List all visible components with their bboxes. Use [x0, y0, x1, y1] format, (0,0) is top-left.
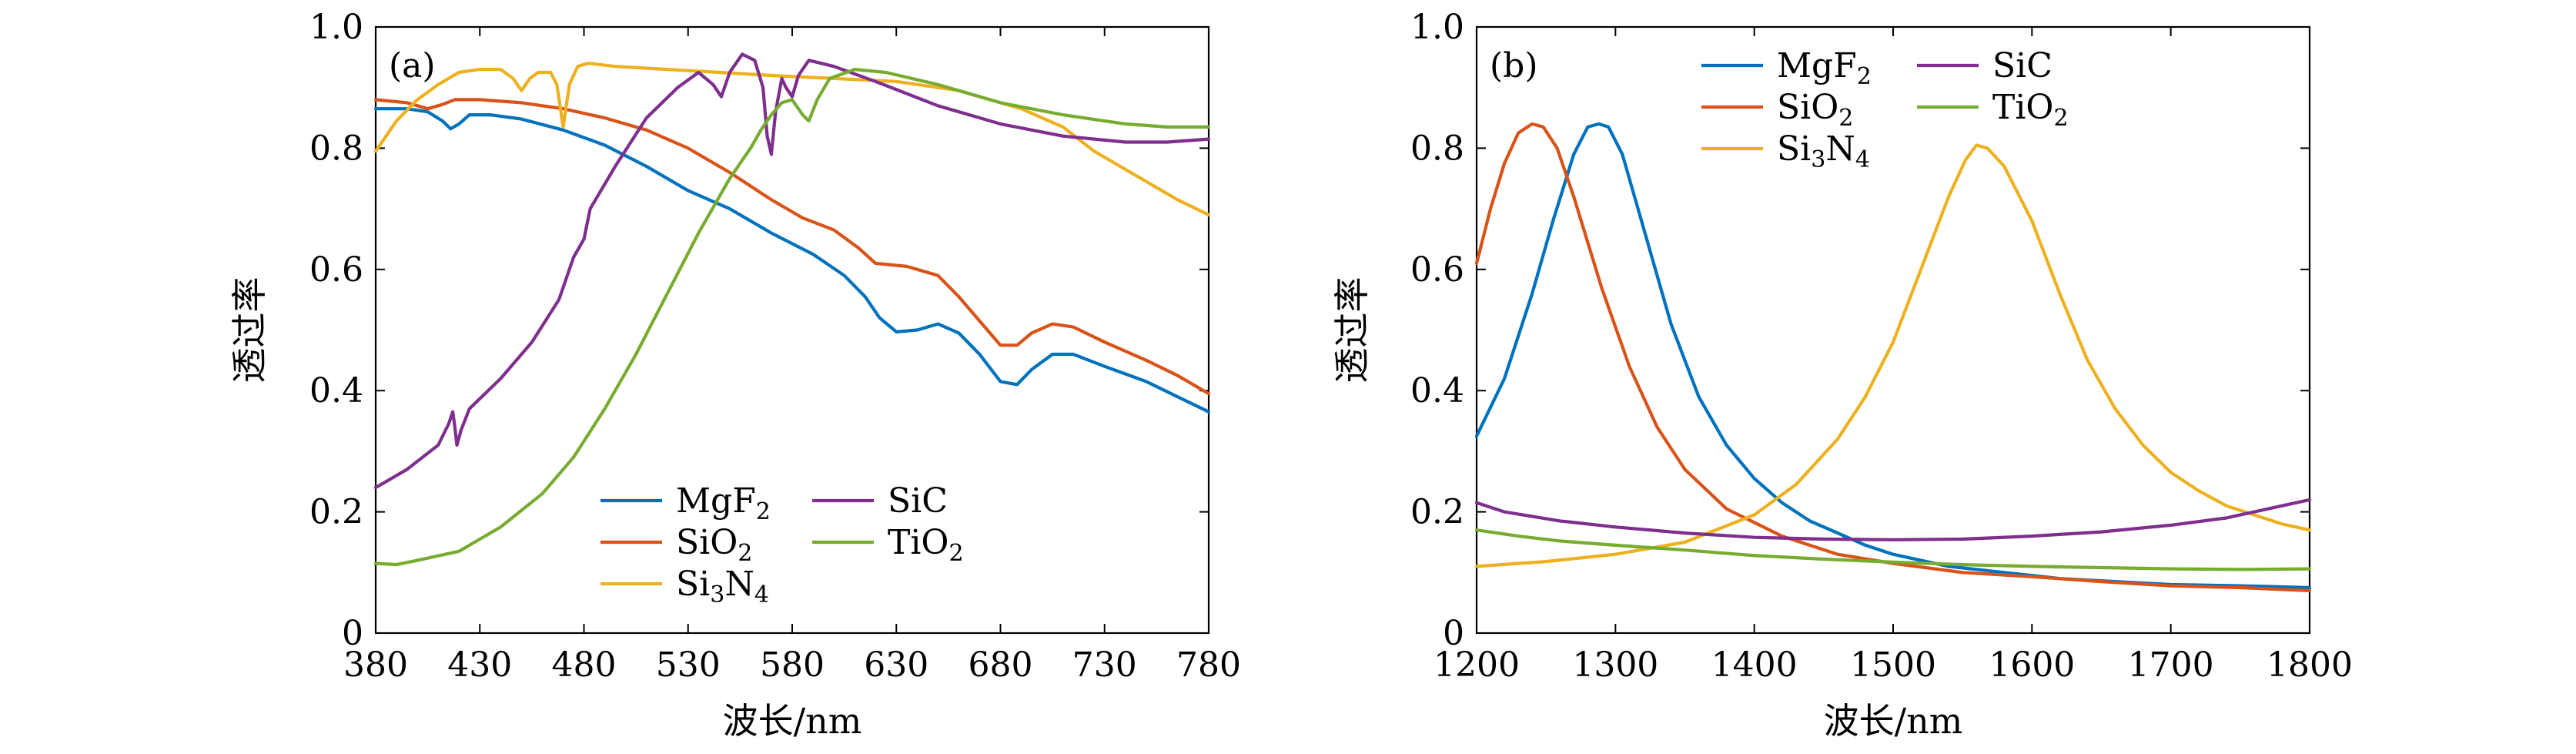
legend: MgF2 SiC SiO2 TiO2 Si3N4	[1701, 46, 2069, 173]
panel-label: (a)	[389, 46, 436, 85]
series-line-si3n4	[373, 62, 1211, 217]
x-tick-label: 530	[656, 645, 721, 685]
x-tick-label: 630	[864, 645, 928, 685]
legend-label-tio2: TiO2	[888, 523, 964, 567]
x-tick-label: 680	[969, 645, 1033, 685]
series-line-tio2	[373, 68, 1211, 567]
x-tick-label: 1200	[1434, 645, 1520, 685]
panel-label: (b)	[1490, 46, 1538, 85]
y-axis-title: 透过率	[229, 277, 270, 384]
x-tick-label: 1800	[2267, 645, 2353, 685]
y-tick-label: 0.8	[309, 129, 363, 168]
x-tick-label: 1300	[1572, 645, 1658, 685]
y-tick-label: 0.2	[309, 493, 363, 532]
legend-label-sio2: SiO2	[1777, 88, 1853, 132]
y-tick-label: 0.6	[309, 250, 363, 290]
legend-label-mgf2: MgF2	[1777, 46, 1872, 90]
x-axis-title: 波长/nm	[1824, 700, 1963, 742]
chart-panel-1: 1200 1300 1400 1500 1600 1700 1800 0 0.2 0.4 0.6 0.…	[1331, 8, 2353, 742]
y-tick-label: 0	[1443, 614, 1464, 653]
x-tick-label: 1700	[2128, 645, 2214, 685]
x-axis-title: 波长/nm	[723, 700, 862, 742]
x-tick-label: 580	[760, 645, 825, 685]
series-line-sio2	[373, 98, 1211, 396]
x-tick-label: 1600	[1989, 645, 2075, 685]
series-line-mgf2	[373, 107, 1211, 414]
legend-label-si3n4: Si3N4	[676, 565, 769, 608]
y-tick-label: 0.4	[1410, 371, 1464, 411]
x-tick-label: 780	[1176, 645, 1241, 685]
x-tick-label: 1500	[1850, 645, 1936, 685]
series-line-si3n4	[1474, 143, 2312, 568]
x-tick-label: 1400	[1711, 645, 1798, 685]
x-tick-label: 730	[1072, 645, 1137, 685]
y-tick-label: 1.0	[309, 8, 363, 47]
legend: MgF2 SiC SiO2 TiO2 Si3N4	[601, 481, 964, 608]
y-tick-label: 0.2	[1410, 493, 1464, 532]
y-axis-title: 透过率	[1331, 277, 1373, 384]
y-tick-label: 0.4	[309, 371, 363, 411]
y-tick-label: 0.8	[1410, 129, 1464, 168]
series-line-sio2	[1474, 122, 2312, 592]
series-line-tio2	[1474, 528, 2312, 571]
series-line-mgf2	[1474, 122, 2312, 590]
y-tick-label: 0	[342, 614, 363, 653]
series-line-sic	[1474, 498, 2312, 541]
x-tick-label: 480	[552, 645, 617, 685]
legend-label-mgf2: MgF2	[676, 481, 771, 525]
legend-label-sic: SiC	[888, 481, 948, 521]
plot-frame	[1475, 25, 2311, 635]
y-tick-label: 1.0	[1410, 8, 1464, 47]
legend-label-sio2: SiO2	[676, 523, 752, 567]
chart-panel-0: 380 430 480 530 580 630 680 730 780 0 0.2 0.4 0.6 0.8…	[229, 8, 1241, 742]
y-tick-label: 0.6	[1410, 250, 1464, 290]
x-tick-label: 430	[447, 645, 512, 685]
legend-label-sic: SiC	[1992, 46, 2052, 85]
x-tick-label: 380	[343, 645, 408, 685]
legend-label-si3n4: Si3N4	[1777, 129, 1870, 173]
legend-label-tio2: TiO2	[1992, 88, 2069, 132]
